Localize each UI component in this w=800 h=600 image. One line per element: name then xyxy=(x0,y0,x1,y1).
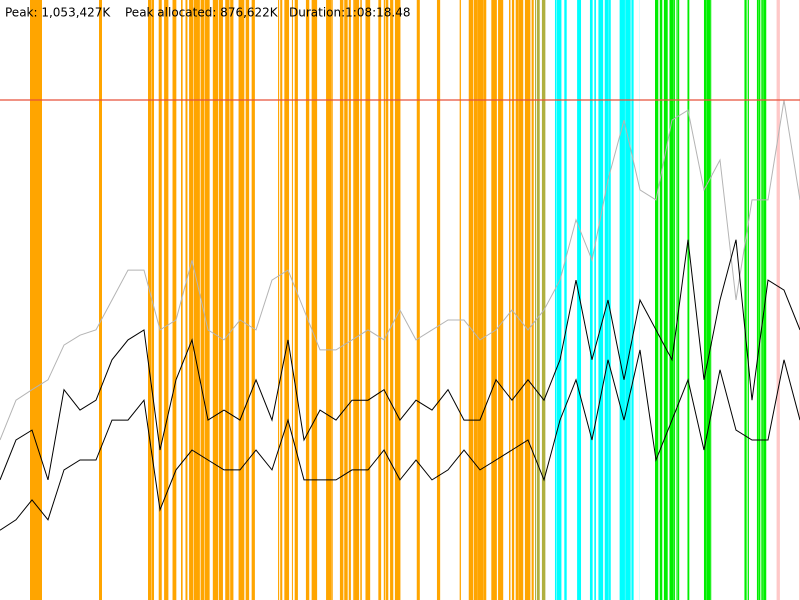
event-band xyxy=(758,0,761,600)
event-band xyxy=(531,0,534,600)
event-band xyxy=(305,0,310,600)
peak-text: Peak: 1,053,427K xyxy=(5,6,111,20)
event-band xyxy=(245,0,250,600)
event-band xyxy=(230,0,234,600)
event-band xyxy=(278,0,280,600)
event-band xyxy=(511,0,515,600)
event-band xyxy=(218,0,223,600)
memory-line xyxy=(0,239,800,481)
event-band xyxy=(483,0,487,600)
memory-line xyxy=(0,349,800,531)
event-band xyxy=(676,0,678,600)
event-band xyxy=(394,0,401,600)
event-band xyxy=(459,0,461,600)
event-band xyxy=(284,0,290,600)
event-band xyxy=(703,0,707,600)
event-band xyxy=(554,0,557,600)
event-band xyxy=(564,0,567,600)
event-band xyxy=(625,0,631,600)
event-band xyxy=(311,0,318,600)
event-band xyxy=(238,0,245,600)
event-band xyxy=(518,0,524,600)
event-band xyxy=(498,0,504,600)
event-band xyxy=(360,0,362,600)
event-band xyxy=(687,0,690,600)
event-band xyxy=(339,0,344,600)
event-band xyxy=(204,0,210,600)
memory-line xyxy=(0,100,800,441)
event-band xyxy=(706,0,711,600)
event-band xyxy=(193,0,200,600)
duration-text: Duration:1:08:18.48 xyxy=(289,6,411,20)
event-band xyxy=(212,0,219,600)
event-band xyxy=(744,0,747,600)
event-band xyxy=(251,0,255,600)
event-band xyxy=(763,0,767,600)
event-band xyxy=(158,0,162,600)
event-band xyxy=(631,0,634,600)
event-band xyxy=(468,0,474,600)
event-band xyxy=(390,0,394,600)
event-band xyxy=(524,0,531,600)
event-band xyxy=(354,0,360,600)
event-band xyxy=(225,0,230,600)
event-band xyxy=(291,0,293,600)
event-band xyxy=(148,0,152,600)
event-band xyxy=(776,0,780,600)
event-band xyxy=(491,0,497,600)
event-band xyxy=(619,0,625,600)
event-band xyxy=(185,0,188,600)
event-band xyxy=(756,0,759,600)
event-band xyxy=(151,0,155,600)
event-band xyxy=(674,0,676,600)
event-band xyxy=(589,0,593,600)
event-band xyxy=(509,0,511,600)
event-band xyxy=(331,0,333,600)
event-band xyxy=(30,0,42,600)
event-band xyxy=(598,0,604,600)
event-band xyxy=(436,0,441,600)
event-band xyxy=(515,0,519,600)
event-band xyxy=(348,0,351,600)
event-band xyxy=(659,0,663,600)
event-band xyxy=(761,0,763,600)
event-band xyxy=(535,0,537,600)
event-band xyxy=(604,0,609,600)
event-band xyxy=(416,0,420,600)
event-band xyxy=(280,0,283,600)
event-band xyxy=(326,0,332,600)
event-band xyxy=(172,0,177,600)
event-band xyxy=(473,0,478,600)
event-band xyxy=(594,0,596,600)
event-band xyxy=(365,0,371,600)
event-band xyxy=(385,0,389,600)
event-band xyxy=(747,0,749,600)
event-band xyxy=(663,0,668,600)
plot xyxy=(0,99,800,531)
event-band xyxy=(477,0,484,600)
event-band xyxy=(99,0,102,600)
event-band xyxy=(677,0,680,600)
event-band xyxy=(541,0,546,600)
event-band xyxy=(200,0,205,600)
event-band xyxy=(383,0,386,600)
event-band xyxy=(609,0,611,600)
event-band xyxy=(378,0,382,600)
event-band xyxy=(556,0,562,600)
event-band xyxy=(577,0,582,600)
event-band xyxy=(536,0,540,600)
event-band xyxy=(164,0,169,600)
event-band xyxy=(344,0,348,600)
event-band xyxy=(294,0,298,600)
event-band xyxy=(669,0,674,600)
event-band xyxy=(189,0,194,600)
event-band xyxy=(655,0,659,600)
event-band xyxy=(353,0,355,600)
event-bands xyxy=(30,0,800,600)
peak-allocated-text: Peak allocated: 876,622K xyxy=(125,6,279,20)
